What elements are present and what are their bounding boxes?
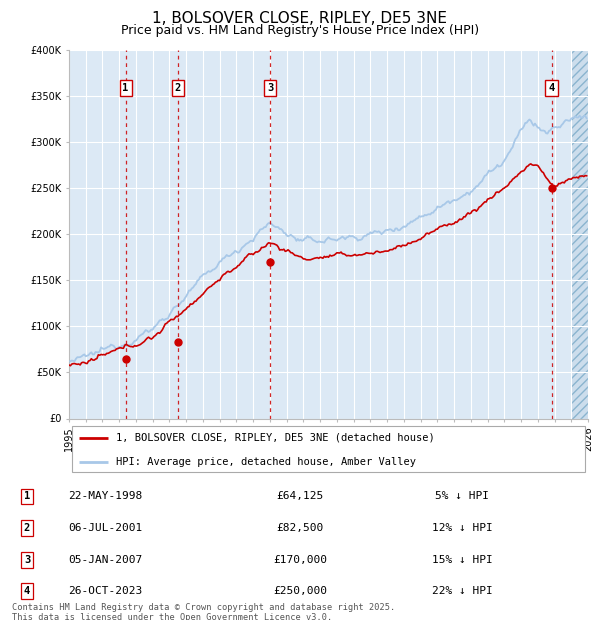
Text: Price paid vs. HM Land Registry's House Price Index (HPI): Price paid vs. HM Land Registry's House … bbox=[121, 24, 479, 37]
Text: 22% ↓ HPI: 22% ↓ HPI bbox=[431, 587, 493, 596]
FancyBboxPatch shape bbox=[71, 426, 586, 472]
Text: 5% ↓ HPI: 5% ↓ HPI bbox=[435, 492, 489, 502]
Text: 2: 2 bbox=[24, 523, 30, 533]
Text: 1: 1 bbox=[24, 492, 30, 502]
Text: 22-MAY-1998: 22-MAY-1998 bbox=[68, 492, 142, 502]
Text: 1, BOLSOVER CLOSE, RIPLEY, DE5 3NE (detached house): 1, BOLSOVER CLOSE, RIPLEY, DE5 3NE (deta… bbox=[116, 433, 434, 443]
Text: 26-OCT-2023: 26-OCT-2023 bbox=[68, 587, 142, 596]
Text: 1: 1 bbox=[122, 83, 129, 94]
Text: £64,125: £64,125 bbox=[277, 492, 323, 502]
Text: £170,000: £170,000 bbox=[273, 555, 327, 565]
Text: 3: 3 bbox=[267, 83, 273, 94]
Text: 15% ↓ HPI: 15% ↓ HPI bbox=[431, 555, 493, 565]
Text: 12% ↓ HPI: 12% ↓ HPI bbox=[431, 523, 493, 533]
Text: 3: 3 bbox=[24, 555, 30, 565]
Text: 1, BOLSOVER CLOSE, RIPLEY, DE5 3NE: 1, BOLSOVER CLOSE, RIPLEY, DE5 3NE bbox=[152, 11, 448, 25]
Text: 4: 4 bbox=[24, 587, 30, 596]
Text: £82,500: £82,500 bbox=[277, 523, 323, 533]
Text: HPI: Average price, detached house, Amber Valley: HPI: Average price, detached house, Ambe… bbox=[116, 456, 416, 467]
Text: Contains HM Land Registry data © Crown copyright and database right 2025.
This d: Contains HM Land Registry data © Crown c… bbox=[12, 603, 395, 620]
Bar bbox=[571, 50, 600, 419]
Text: £250,000: £250,000 bbox=[273, 587, 327, 596]
Text: 4: 4 bbox=[548, 83, 554, 94]
Text: 05-JAN-2007: 05-JAN-2007 bbox=[68, 555, 142, 565]
Text: 06-JUL-2001: 06-JUL-2001 bbox=[68, 523, 142, 533]
Text: 2: 2 bbox=[175, 83, 181, 94]
